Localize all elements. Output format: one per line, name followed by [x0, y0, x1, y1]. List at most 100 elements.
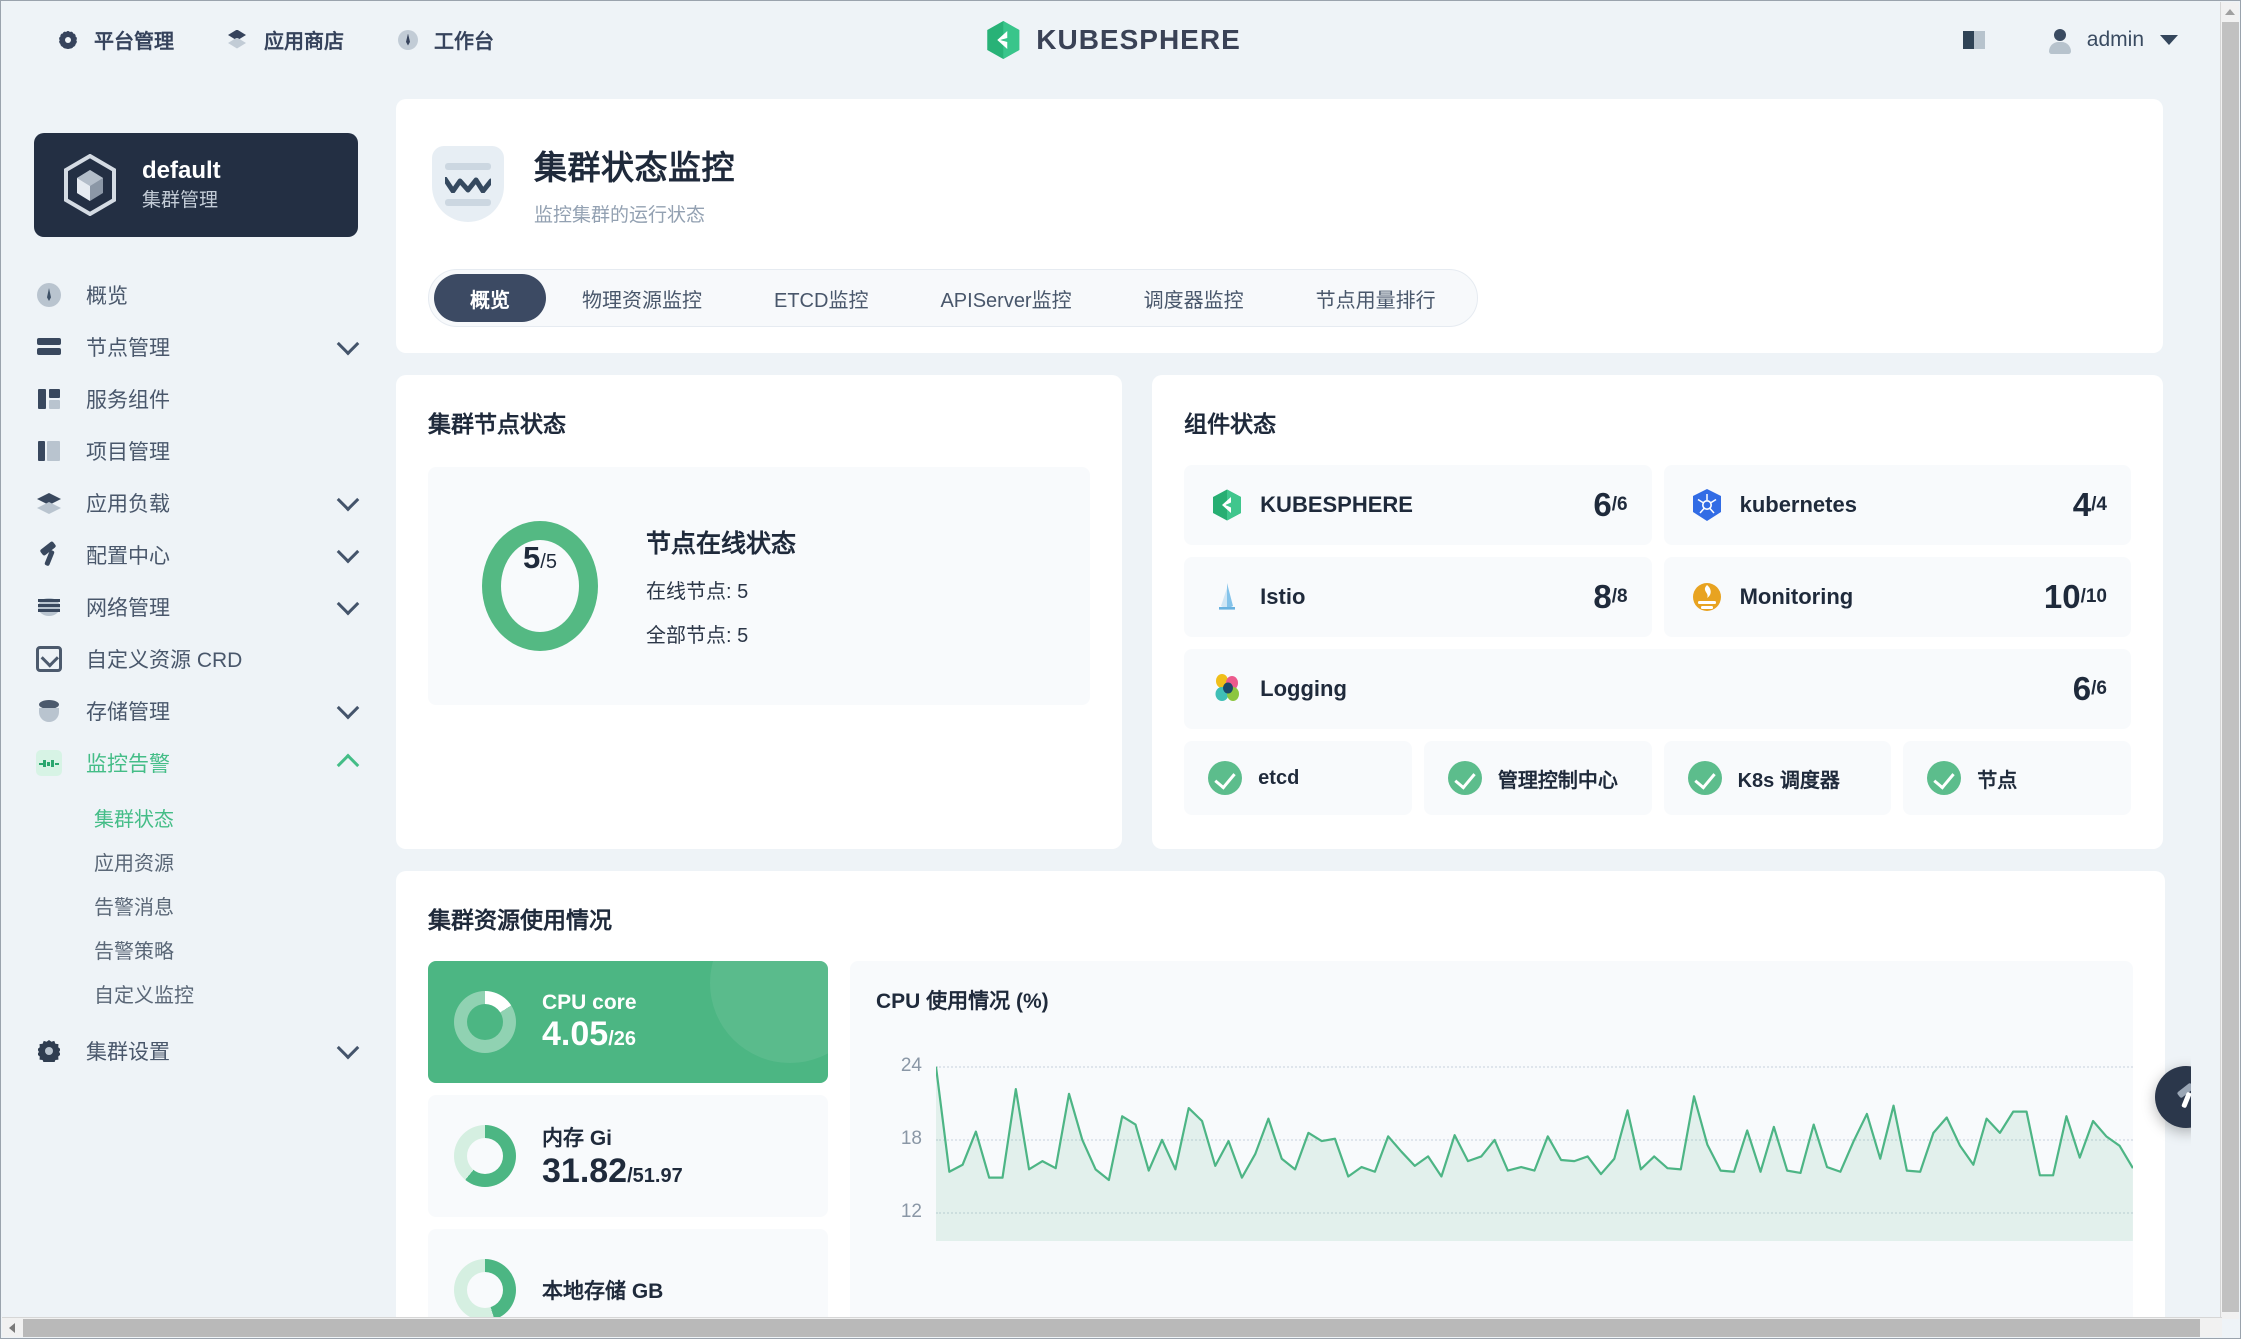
vertical-scrollbar-thumb[interactable]	[2222, 22, 2239, 1312]
health-chip-controller-manager[interactable]: 管理控制中心	[1423, 741, 1652, 815]
sidebar-item-storage-management[interactable]: 存储管理	[2, 685, 390, 737]
sidebar-subitem-app-resources[interactable]: 应用资源	[2, 839, 390, 883]
top-nav-label: 工作台	[434, 31, 494, 53]
tab-apiserver[interactable]: APIServer监控	[904, 274, 1107, 322]
icon-zigzag	[442, 176, 494, 194]
sidebar-item-service-components[interactable]: 服务组件	[2, 373, 390, 425]
component-tile-monitoring[interactable]: Monitoring 10 /10	[1663, 557, 2131, 637]
sidebar-item-label: 概览	[86, 285, 128, 308]
top-nav-items: 平台管理 应用商店 工作台	[56, 25, 494, 54]
component-total: /6	[1611, 494, 1628, 515]
sidebar-item-label: 服务组件	[86, 389, 170, 412]
sidebar-item-network-management[interactable]: 网络管理	[2, 581, 390, 633]
documentation-book-icon[interactable]	[1962, 29, 1987, 51]
kubesphere-logo-icon	[1210, 488, 1244, 522]
component-tiles: KUBESPHERE 6 /6	[1184, 465, 2131, 729]
component-tile-istio[interactable]: Istio 8 /8	[1184, 557, 1652, 637]
resource-tile-cpu[interactable]: CPU core 4.05/26	[428, 961, 828, 1083]
project-icon	[36, 438, 62, 464]
prometheus-logo-icon	[1690, 580, 1724, 614]
vertical-scrollbar[interactable]	[2220, 2, 2239, 1319]
tabs-wrapper: 概览 物理资源监控 ETCD监控 APIServer监控 调度器监控	[396, 269, 2163, 353]
sidebar-item-config-center[interactable]: 配置中心	[2, 529, 390, 581]
component-tile-kubernetes[interactable]: kubernetes 4 /4	[1663, 465, 2131, 545]
sidebar-item-monitoring-alerts[interactable]: 监控告警	[2, 737, 390, 789]
user-menu[interactable]: admin	[2048, 28, 2178, 54]
resource-usage-body: CPU core 4.05/26 内存 Gi 31.82/51.97	[428, 961, 2133, 1324]
tab-label: 调度器监控	[1143, 289, 1244, 312]
horizontal-scrollbar-thumb[interactable]	[23, 1319, 2200, 1337]
sidebar-subitem-label: 应用资源	[94, 852, 174, 875]
sidebar-item-label: 节点管理	[86, 337, 170, 360]
sidebar-item-crd[interactable]: 自定义资源 CRD	[2, 633, 390, 685]
resource-tile-memory[interactable]: 内存 Gi 31.82/51.97	[428, 1095, 828, 1217]
chip-label: K8s 调度器	[1737, 769, 1840, 792]
chevron-down-icon	[336, 1036, 360, 1060]
sidebar-item-node-management[interactable]: 节点管理	[2, 321, 390, 373]
chart-gridline	[936, 1065, 2133, 1068]
sidebar-item-overview[interactable]: 概览	[2, 269, 390, 321]
sidebar-item-cluster-settings[interactable]: 集群设置	[2, 1025, 390, 1077]
cube-icon	[62, 153, 118, 217]
card-title: 集群资源使用情况	[428, 907, 612, 933]
chip-label: 节点	[1977, 769, 2018, 792]
tab-label: 物理资源监控	[582, 289, 702, 312]
kubernetes-logo-icon	[1690, 488, 1724, 522]
card-title: 组件状态	[1184, 411, 1277, 437]
hammer-icon	[36, 542, 62, 568]
cluster-meta: default 集群管理	[142, 156, 221, 214]
sidebar-item-label: 集群设置	[86, 1041, 170, 1064]
sidebar-item-label: 网络管理	[86, 597, 170, 620]
tab-overview[interactable]: 概览	[434, 274, 546, 322]
page-header: 集群状态监控 监控集群的运行状态	[396, 99, 2163, 269]
tab-physical-resources[interactable]: 物理资源监控	[546, 274, 738, 322]
component-tile-kubesphere[interactable]: KUBESPHERE 6 /6	[1184, 465, 1652, 545]
page-header-panel: 集群状态监控 监控集群的运行状态 概览 物理资源监控 ETCD监控	[396, 99, 2163, 353]
resource-value-wrap: 4.05/26	[542, 1015, 637, 1054]
component-total: /10	[2080, 586, 2107, 607]
page-subtitle: 监控集群的运行状态	[534, 205, 706, 226]
sidebar-item-app-workloads[interactable]: 应用负载	[2, 477, 390, 529]
globe-icon	[36, 594, 62, 620]
sidebar-subitem-label: 集群状态	[94, 808, 174, 831]
tab-etcd[interactable]: ETCD监控	[738, 274, 904, 322]
sidebar-subitem-label: 告警消息	[94, 896, 174, 919]
scroll-up-button[interactable]	[2221, 2, 2239, 21]
top-nav-platform-management[interactable]: 平台管理	[56, 25, 174, 54]
health-chip-nodes[interactable]: 节点	[1903, 741, 2131, 815]
horizontal-scrollbar[interactable]	[2, 1317, 2222, 1337]
tab-bar: 概览 物理资源监控 ETCD监控 APIServer监控 调度器监控	[428, 269, 1478, 327]
component-tile-logging[interactable]: Logging 6 /6	[1184, 649, 2131, 729]
brand-logo-area[interactable]: KUBESPHERE	[985, 20, 1240, 60]
card-title: 集群节点状态	[428, 411, 566, 437]
cluster-selector-card[interactable]: default 集群管理	[34, 133, 358, 237]
sidebar-subitem-alert-policies[interactable]: 告警策略	[2, 927, 390, 971]
chevron-down-icon	[336, 488, 360, 512]
sidebar-subitem-alert-messages[interactable]: 告警消息	[2, 883, 390, 927]
sidebar-subitem-cluster-status[interactable]: 集群状态	[2, 795, 390, 839]
sidebar-item-project-management[interactable]: 项目管理	[2, 425, 390, 477]
health-chip-scheduler[interactable]: K8s 调度器	[1663, 741, 1892, 815]
elastic-logo-icon	[1210, 672, 1244, 706]
top-nav-workbench[interactable]: 工作台	[396, 25, 494, 54]
chart-gridline	[936, 1139, 2133, 1141]
chevron-up-icon	[2225, 8, 2235, 15]
scroll-left-button[interactable]	[2, 1318, 22, 1337]
gear-icon	[56, 28, 80, 52]
sidebar-item-label: 存储管理	[86, 701, 170, 724]
chart-y-tick-label: 24	[900, 1054, 922, 1076]
server-icon	[36, 334, 62, 360]
resource-tile-local-storage[interactable]: 本地存储 GB	[428, 1229, 828, 1324]
resource-meta: CPU core 4.05/26	[542, 991, 637, 1054]
resource-meta: 本地存储 GB	[542, 1275, 663, 1305]
sidebar-subitem-custom-monitoring[interactable]: 自定义监控	[2, 971, 390, 1015]
chevron-down-icon	[336, 592, 360, 616]
chart-y-tick-label: 18	[900, 1128, 922, 1149]
top-nav-app-store[interactable]: 应用商店	[226, 25, 344, 54]
tab-scheduler[interactable]: 调度器监控	[1108, 274, 1280, 322]
resource-name: 内存 Gi	[542, 1126, 613, 1150]
tab-node-usage-ranking[interactable]: 节点用量排行	[1280, 274, 1472, 322]
health-chip-etcd[interactable]: etcd	[1184, 741, 1412, 815]
node-online-donut: 5 /5	[482, 521, 598, 651]
